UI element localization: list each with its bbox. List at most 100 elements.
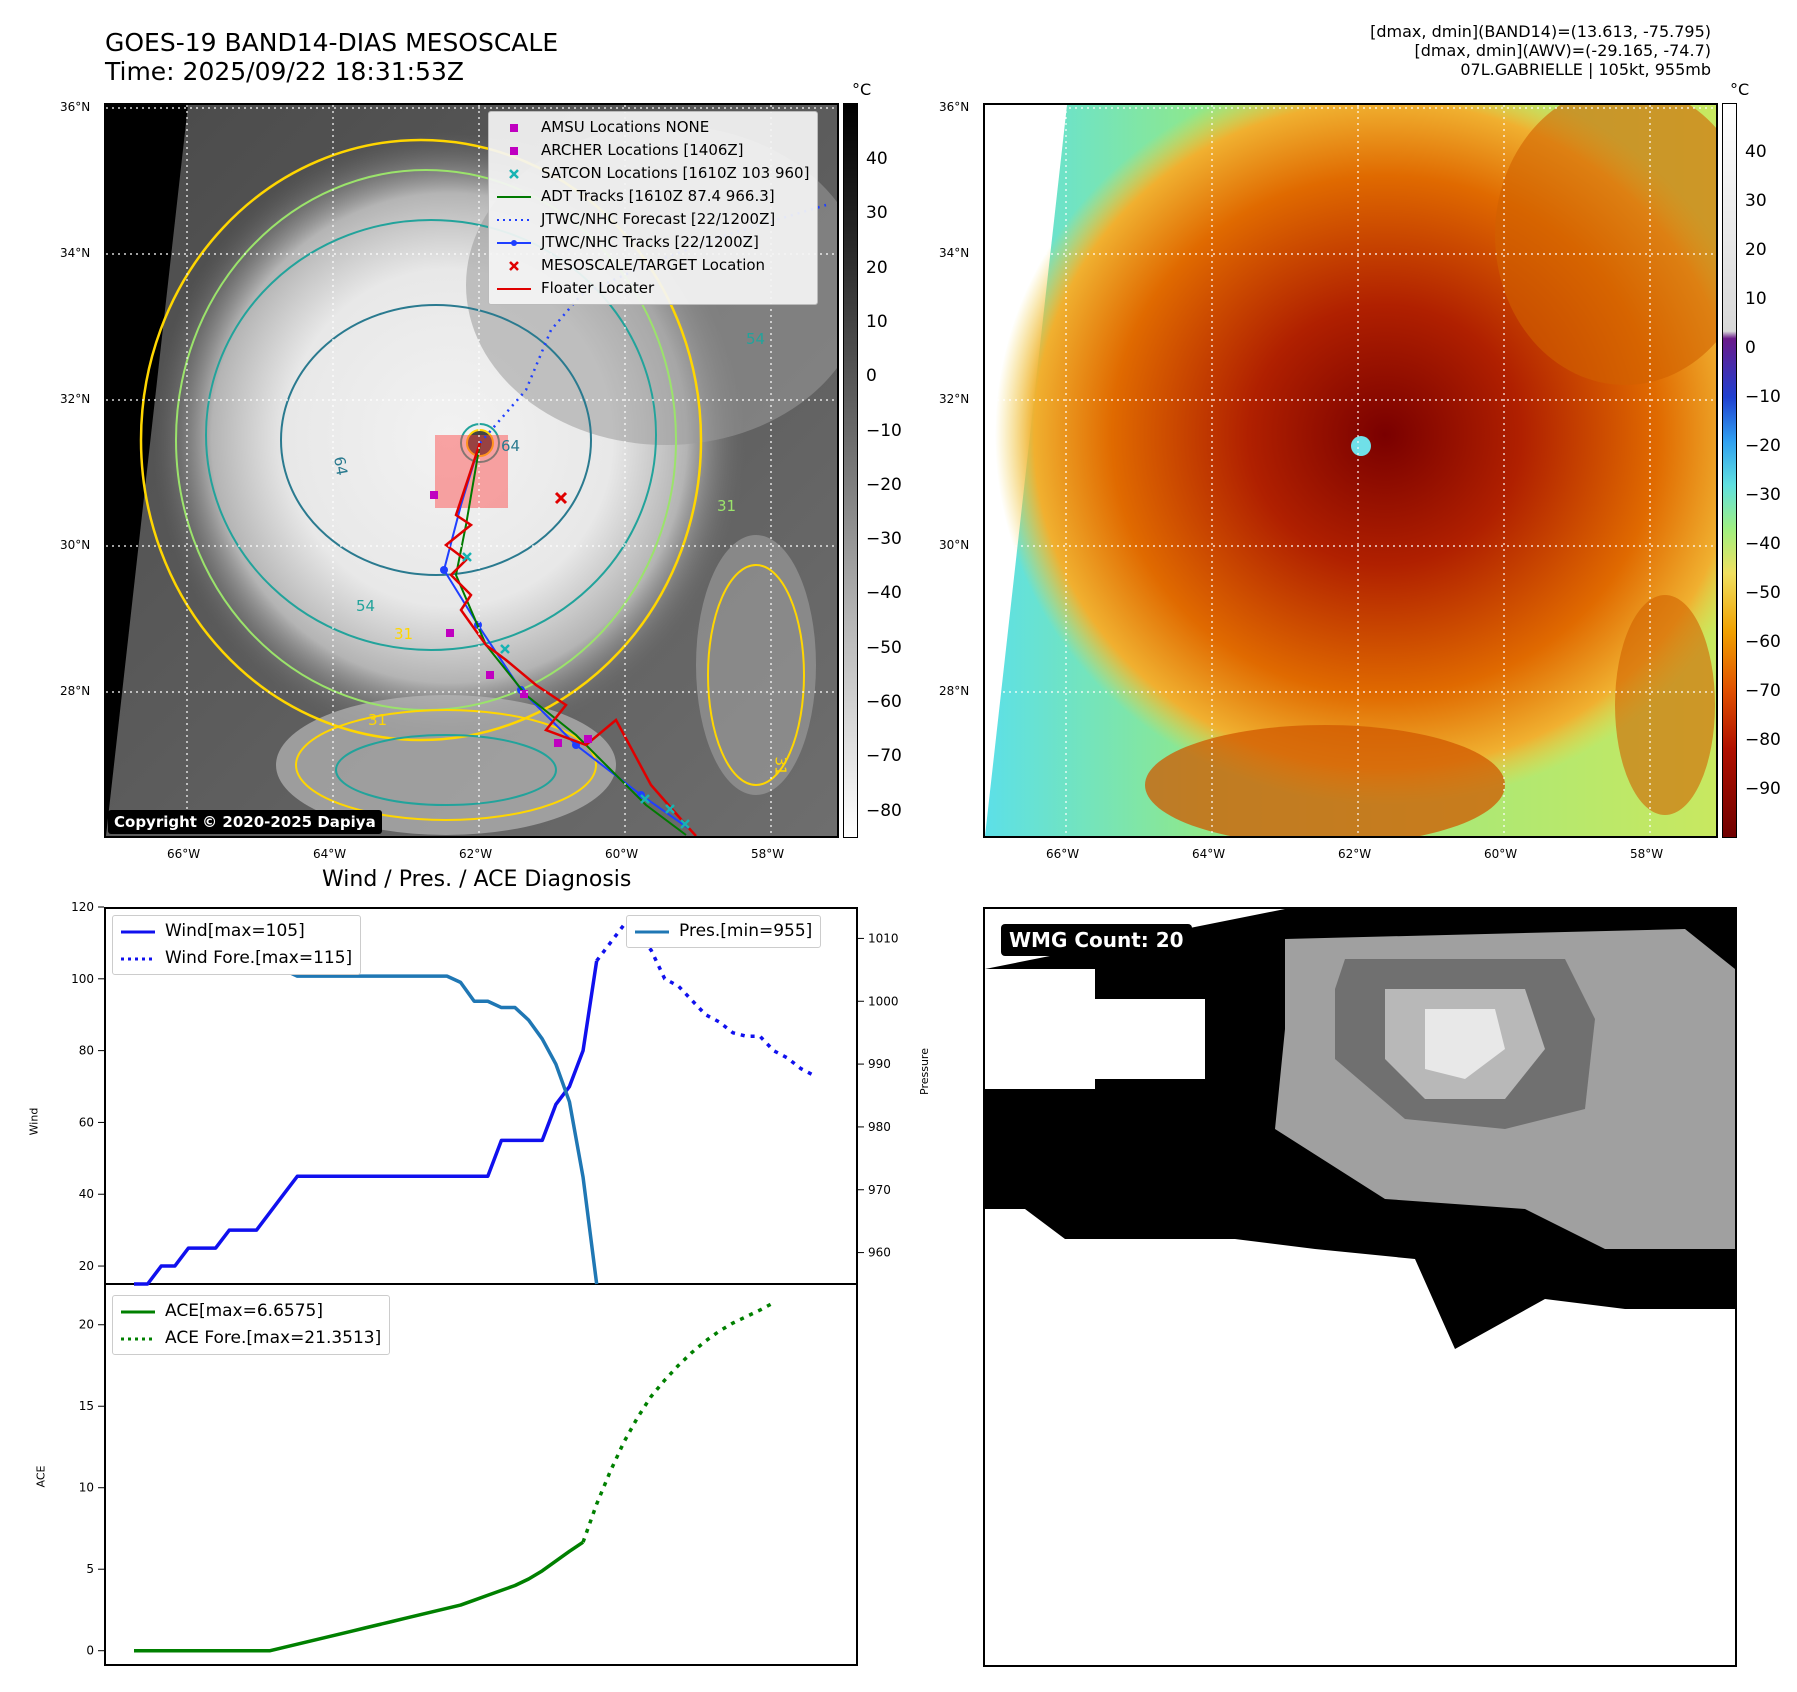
colorbar-tick: −60 (866, 692, 902, 712)
pressure-tick-label: 970 (868, 1183, 891, 1197)
lon-label: 60°W (605, 847, 639, 861)
pressure-axis-label: Pressure (918, 1048, 931, 1095)
lat-label: 34°N (939, 246, 970, 260)
legend-item: MESOSCALE/TARGET Location (497, 254, 809, 277)
wind-tick-label: 80 (79, 1044, 94, 1058)
colorbar-tick: 10 (866, 311, 888, 332)
legend-item: Pres.[min=955] (635, 918, 812, 945)
lon-label: 66°W (167, 847, 201, 861)
awv-gridlines (985, 105, 1716, 836)
colorbar-tick: −20 (1745, 436, 1781, 456)
wind-tick-label: 40 (79, 1187, 94, 1201)
line-dot-icon (497, 235, 531, 251)
legend-label: ADT Tracks [1610Z 87.4 966.3] (541, 187, 775, 205)
legend-label: SATCON Locations [1610Z 103 960] (541, 164, 810, 182)
lat-label: 34°N (60, 246, 91, 260)
legend-item: SATCON Locations [1610Z 103 960] (497, 162, 809, 185)
legend-item: Wind[max=105] (121, 918, 352, 945)
diagnosis-svg: 20 40 60 80 100 120 960 970 980 990 1000 1010 0 5 10 15… (71, 900, 899, 1666)
pressure-tick-label: 1000 (868, 994, 899, 1008)
colorbar-tick: −50 (866, 637, 902, 658)
wind-axis-label: Wind (27, 1107, 41, 1136)
ir-image-panel: 54 64 64 31 54 31 31 31 AMSU Locations N… (104, 103, 839, 838)
title-line-2: Time: 2025/09/22 18:31:53Z (105, 57, 464, 86)
legend-item: Floater Locater (497, 277, 809, 300)
info-line-3: 07L.GABRIELLE | 105kt, 955mb (1460, 60, 1711, 79)
colorbar-tick: −20 (866, 474, 902, 495)
legend-label: JTWC/NHC Forecast [22/1200Z] (541, 210, 776, 228)
lat-label: 30°N (60, 538, 91, 552)
colorbar-tick: −40 (866, 583, 902, 604)
dotted-line-icon (121, 1331, 155, 1347)
colorbar-tick: 20 (1745, 240, 1767, 260)
legend-label: MESOSCALE/TARGET Location (541, 256, 766, 274)
diagnosis-chart: 20 40 60 80 100 120 960 970 980 990 1000 1010 0 5 10 15… (71, 900, 899, 1667)
colorbar-tick: 0 (1745, 338, 1756, 358)
colorbar-tick: −80 (866, 800, 902, 821)
colorbar-tick: −80 (1745, 730, 1781, 750)
colorbar-tick: −40 (1745, 534, 1781, 554)
colorbar-tick: −90 (1745, 779, 1781, 799)
colorbar-unit: °C (852, 80, 872, 99)
wmg-count-badge: WMG Count: 20 (1001, 924, 1192, 956)
wind-tick-label: 120 (71, 900, 94, 914)
legend-item: ADT Tracks [1610Z 87.4 966.3] (497, 185, 809, 208)
wind-line (134, 960, 599, 1286)
colorbar-tick: −30 (866, 529, 902, 550)
wind-tick-label: 20 (79, 1259, 94, 1273)
lat-label: 28°N (939, 684, 970, 698)
contour-label: 31 (717, 497, 737, 515)
contour-label: 64 (330, 455, 352, 477)
awv-image-panel (983, 103, 1718, 838)
lon-label: 60°W (1484, 847, 1518, 861)
wind-legend: Wind[max=105] Wind Fore.[max=115] (112, 915, 362, 975)
ace-axis-label: ACE (34, 1465, 48, 1488)
archer-points (430, 491, 592, 747)
pressure-legend: Pres.[min=955] (626, 915, 822, 948)
awv-imagery (985, 105, 1716, 836)
lat-label: 32°N (939, 392, 970, 406)
lat-label: 30°N (939, 538, 970, 552)
line-icon (497, 281, 531, 297)
pressure-tick-label: 980 (868, 1120, 891, 1134)
lon-label: 62°W (459, 847, 493, 861)
x-marker-icon (497, 166, 531, 182)
ace-frame (104, 1283, 858, 1666)
legend-label: AMSU Locations NONE (541, 118, 710, 136)
legend-item: JTWC/NHC Tracks [22/1200Z] (497, 231, 809, 254)
colorbar-tick: 40 (1745, 142, 1767, 162)
info-line-2: [dmax, dmin](AWV)=(-29.165, -74.7) (1414, 41, 1711, 60)
colorbar-tick: −30 (1745, 485, 1781, 505)
lat-label: 28°N (60, 684, 91, 698)
contour-label: 31 (394, 625, 414, 643)
pressure-tick-label: 990 (868, 1057, 891, 1071)
legend-label: Wind Fore.[max=115] (165, 948, 353, 968)
colorbar-tick: 30 (866, 203, 888, 224)
legend-item: ACE[max=6.6575] (121, 1298, 381, 1325)
legend-label: Pres.[min=955] (679, 921, 813, 941)
wmg-panel: WMG Count: 20 (983, 907, 1737, 1667)
colorbar-tick: −70 (866, 746, 902, 767)
line-icon (635, 924, 669, 940)
contour-label: 31 (368, 711, 388, 729)
legend-item: Wind Fore.[max=115] (121, 945, 352, 972)
ace-legend: ACE[max=6.6575] ACE Fore.[max=21.3513] (112, 1295, 391, 1355)
colorbar-tick: −70 (1745, 681, 1781, 701)
colorbar-tick: −50 (1745, 583, 1781, 603)
lon-label: 62°W (1338, 847, 1372, 861)
colorbar-tick: 30 (1745, 191, 1767, 211)
lat-label: 32°N (60, 392, 91, 406)
ir-colorbar (843, 103, 858, 838)
lat-label: 36°N (60, 100, 91, 114)
ace-tick-label: 20 (79, 1318, 94, 1332)
colorbar-tick: −10 (1745, 387, 1781, 407)
legend-label: Wind[max=105] (165, 921, 305, 941)
pressure-tick-label: 1010 (868, 931, 899, 945)
wind-tick-label: 60 (79, 1115, 94, 1129)
diagnosis-title: Wind / Pres. / ACE Diagnosis (322, 867, 632, 892)
figure-title: GOES-19 BAND14-DIAS MESOSCALE Time: 2025… (105, 28, 558, 86)
info-line-1: [dmax, dmin](BAND14)=(13.613, -75.795) (1370, 22, 1711, 41)
dotted-line-icon (497, 212, 531, 228)
ir-legend: AMSU Locations NONE ARCHER Locations [14… (488, 111, 819, 305)
pressure-line (134, 936, 599, 1285)
